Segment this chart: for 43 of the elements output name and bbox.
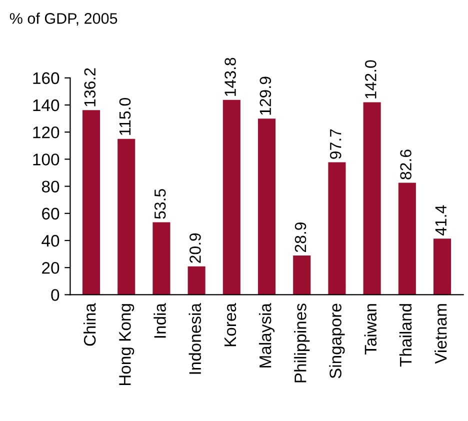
x-tick-label: China: [83, 303, 96, 346]
bar: [82, 110, 100, 295]
bar: [152, 222, 170, 295]
bar: [398, 182, 416, 295]
data-label: 97.7: [330, 129, 342, 159]
x-tick-label: Singapore: [329, 304, 345, 378]
x-tick-label: Korea: [224, 303, 236, 346]
y-tick-label: 100: [33, 154, 60, 166]
bar: [188, 266, 206, 295]
data-label: 41.4: [435, 205, 446, 236]
x-tick-label: Malaysia: [258, 303, 275, 368]
y-tick-label: 80: [42, 180, 60, 192]
x-tick-label: Hong Kong: [119, 304, 134, 386]
data-label: 82.6: [400, 150, 412, 180]
y-tick-label: 160: [33, 72, 60, 84]
y-axis-title: % of GDP, 2005: [10, 12, 118, 26]
bar: [222, 100, 240, 295]
data-label: 20.9: [190, 233, 201, 263]
y-tick-label: 60: [42, 208, 60, 220]
y-tick-label: 140: [33, 99, 60, 112]
data-label: 115.0: [119, 98, 131, 135]
data-label: 53.5: [154, 189, 166, 219]
x-tick-label: Taiwan: [364, 304, 377, 355]
bar: [433, 238, 452, 295]
y-tick-label: 0: [51, 289, 60, 301]
bar: [258, 118, 276, 295]
x-tick-label: Vietnam: [434, 304, 447, 364]
y-tick-label: 20: [42, 262, 60, 274]
bar: [363, 102, 381, 295]
data-label: 129.9: [260, 76, 272, 115]
x-tick-label: Thailand: [399, 304, 412, 367]
x-tick-label: Indonesia: [188, 303, 202, 374]
bar: [328, 162, 346, 295]
x-tick-label: Philippines: [294, 304, 310, 382]
data-label: 136.2: [84, 68, 96, 106]
y-tick-label: 40: [42, 234, 60, 247]
bar: [293, 256, 311, 295]
x-tick-label: India: [154, 303, 166, 338]
bar: [118, 138, 136, 295]
data-label: 142.0: [365, 60, 376, 98]
data-label: 143.8: [224, 58, 236, 96]
data-label: 28.9: [294, 222, 306, 252]
y-tick-label: 120: [33, 126, 60, 138]
